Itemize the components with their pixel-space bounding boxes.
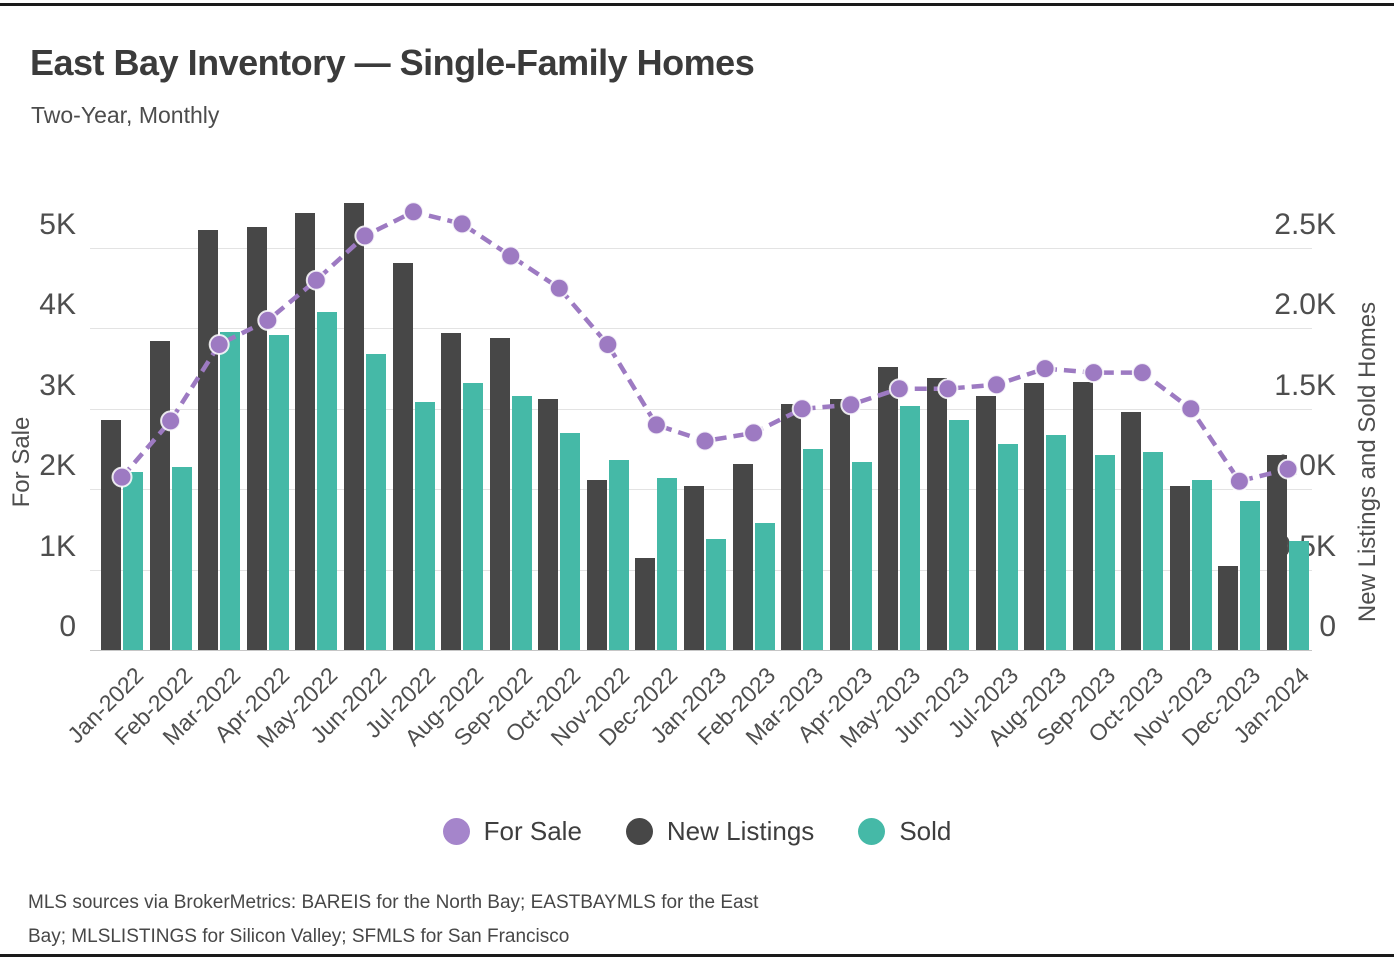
bar-sold <box>365 354 386 650</box>
bar-new-listings <box>295 212 316 650</box>
legend-item-sold: Sold <box>858 816 951 847</box>
forsale-marker <box>451 213 473 235</box>
bar-new-listings <box>1218 566 1239 650</box>
bar-sold <box>1094 455 1115 650</box>
bar-new-listings <box>829 399 850 650</box>
chart-subtitle: Two-Year, Monthly <box>31 102 220 128</box>
chart-title: East Bay Inventory — Single-Family Homes <box>30 42 755 83</box>
legend-label: For Sale <box>483 816 582 846</box>
forsale-marker <box>694 430 716 452</box>
y-axis-tick-left: 2K <box>39 449 76 483</box>
bar-new-listings <box>1024 383 1045 650</box>
bar-new-listings <box>1121 412 1142 650</box>
bar-sold <box>511 395 532 650</box>
forsale-marker <box>403 201 424 223</box>
bar-sold <box>317 312 338 650</box>
forsale-marker <box>986 374 1007 396</box>
footer-source-line-1: MLS sources via BrokerMetrics: BAREIS fo… <box>28 892 759 913</box>
bar-new-listings <box>1267 455 1287 650</box>
bar-new-listings <box>149 341 170 650</box>
bar-new-listings <box>586 479 607 650</box>
bar-sold <box>268 334 289 650</box>
y-axis-tick-left: 1K <box>39 529 76 563</box>
bar-new-listings <box>1072 381 1093 650</box>
bar-new-listings <box>198 230 219 650</box>
for-sale-swatch-icon <box>442 818 470 845</box>
new-listings-swatch-icon <box>625 818 653 845</box>
bar-sold <box>1289 540 1309 650</box>
bar-sold <box>1046 434 1067 650</box>
bar-new-listings <box>781 404 802 650</box>
legend: For Sale New Listings Sold <box>0 816 1394 847</box>
forsale-marker <box>645 414 667 436</box>
bar-sold <box>948 420 969 650</box>
y-axis-tick-right: 2.5K <box>1274 208 1336 241</box>
forsale-marker <box>500 245 522 267</box>
gridline <box>90 650 1312 651</box>
bar-sold <box>900 405 921 650</box>
bar-new-listings <box>1169 486 1190 650</box>
bar-sold <box>463 383 484 650</box>
sold-swatch-icon <box>858 818 886 845</box>
bar-new-listings <box>441 333 462 650</box>
right-axis-title: New Listings and Sold Homes <box>1354 301 1381 623</box>
bar-new-listings <box>392 262 413 650</box>
bar-sold <box>1240 500 1261 650</box>
y-axis-tick-right: 2.0K <box>1274 288 1336 322</box>
bar-sold <box>414 402 435 650</box>
bar-new-listings <box>926 378 947 650</box>
forsale-marker <box>597 334 619 355</box>
bar-sold <box>171 466 192 650</box>
legend-label: Sold <box>899 816 952 846</box>
forsale-marker <box>1131 362 1153 384</box>
forsale-marker <box>1228 470 1250 492</box>
forsale-marker <box>743 422 765 444</box>
y-axis-tick-right: 1.5K <box>1274 368 1336 402</box>
legend-item-new-listings: New Listings <box>625 816 815 847</box>
top-divider <box>0 3 1394 6</box>
bar-sold <box>706 539 726 650</box>
bar-new-listings <box>635 558 656 650</box>
bar-sold <box>123 471 143 650</box>
forsale-marker <box>1083 362 1105 384</box>
bar-new-listings <box>489 338 510 650</box>
footer-source-line-2: Bay; MLSLISTINGS for Silicon Valley; SFM… <box>28 926 570 947</box>
bar-sold <box>851 461 872 650</box>
legend-item-for-sale: For Sale <box>442 816 582 847</box>
left-axis-title: For Sale <box>8 416 35 508</box>
bar-sold <box>560 432 581 650</box>
bar-sold <box>997 444 1018 650</box>
y-axis-tick-left: 5K <box>39 208 76 241</box>
bar-sold <box>1143 452 1164 650</box>
bar-sold <box>803 449 824 650</box>
y-axis-tick-left: 3K <box>39 368 76 402</box>
y-axis-tick-left: 0 <box>59 610 76 643</box>
bar-new-listings <box>975 395 996 650</box>
gridline <box>90 248 1312 249</box>
bar-sold <box>220 331 241 650</box>
gridline <box>90 328 1312 330</box>
bar-new-listings <box>878 367 899 650</box>
bar-sold <box>1191 479 1212 650</box>
y-axis-tick-left: 4K <box>39 288 76 322</box>
bar-sold <box>754 523 775 650</box>
bottom-divider <box>0 954 1394 957</box>
forsale-marker <box>548 277 570 299</box>
bar-new-listings <box>343 203 364 650</box>
bar-new-listings <box>538 399 559 650</box>
bar-sold <box>657 477 678 650</box>
bar-new-listings <box>101 420 121 650</box>
y-axis-tick-right: 0 <box>1319 610 1336 643</box>
bar-new-listings <box>684 486 704 650</box>
legend-label: New Listings <box>666 816 815 846</box>
bar-new-listings <box>246 227 267 650</box>
forsale-marker <box>1034 358 1056 380</box>
bar-new-listings <box>732 463 753 650</box>
bar-sold <box>608 460 629 650</box>
